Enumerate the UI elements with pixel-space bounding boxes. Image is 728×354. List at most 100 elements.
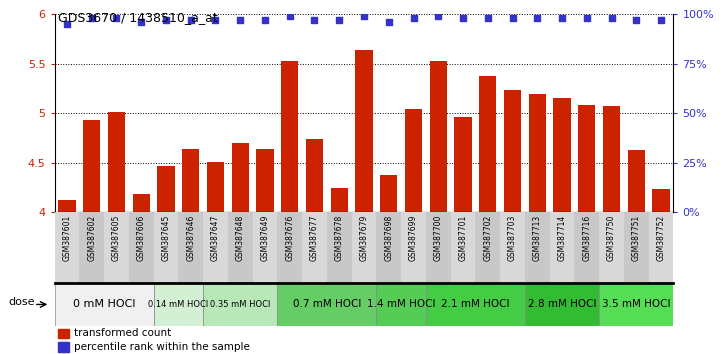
Bar: [104, 212, 129, 283]
Bar: [352, 212, 376, 283]
Bar: [331, 188, 348, 212]
Text: GSM387752: GSM387752: [657, 215, 665, 261]
Bar: [327, 212, 352, 283]
Point: [655, 17, 667, 23]
Text: GSM387677: GSM387677: [310, 215, 319, 261]
Point: [432, 13, 444, 19]
Bar: [578, 105, 596, 212]
Bar: [228, 212, 253, 283]
Bar: [157, 166, 175, 212]
Bar: [376, 283, 426, 326]
Text: GSM387646: GSM387646: [186, 215, 195, 261]
Bar: [628, 150, 645, 212]
Bar: [376, 212, 401, 283]
Point: [234, 17, 246, 23]
Text: 0 mM HOCl: 0 mM HOCl: [73, 299, 135, 309]
Bar: [380, 175, 397, 212]
Bar: [281, 61, 298, 212]
Point: [482, 15, 494, 21]
Bar: [451, 212, 475, 283]
Point: [457, 15, 469, 21]
Bar: [207, 162, 224, 212]
Point: [333, 17, 345, 23]
Bar: [355, 50, 373, 212]
Bar: [55, 283, 154, 326]
Text: GSM387700: GSM387700: [434, 215, 443, 261]
Point: [160, 17, 172, 23]
Bar: [277, 212, 302, 283]
Bar: [203, 212, 228, 283]
Point: [606, 15, 617, 21]
Text: 3.5 mM HOCl: 3.5 mM HOCl: [602, 299, 670, 309]
Bar: [430, 61, 447, 212]
Bar: [232, 143, 249, 212]
Text: 0.14 mM HOCl: 0.14 mM HOCl: [149, 300, 208, 309]
Point: [309, 17, 320, 23]
Bar: [479, 76, 496, 212]
Point: [210, 17, 221, 23]
Bar: [652, 189, 670, 212]
Point: [111, 15, 122, 21]
Text: 0.35 mM HOCl: 0.35 mM HOCl: [210, 300, 270, 309]
Text: GSM387703: GSM387703: [508, 215, 517, 261]
Bar: [649, 212, 673, 283]
Text: 2.8 mM HOCl: 2.8 mM HOCl: [528, 299, 596, 309]
Bar: [55, 212, 79, 283]
Text: GSM387699: GSM387699: [409, 215, 418, 261]
Text: GSM387645: GSM387645: [162, 215, 170, 261]
Bar: [306, 139, 323, 212]
Point: [383, 19, 395, 25]
Text: GSM387750: GSM387750: [607, 215, 616, 261]
Bar: [79, 212, 104, 283]
Bar: [58, 200, 76, 212]
Bar: [401, 212, 426, 283]
Text: GSM387713: GSM387713: [533, 215, 542, 261]
Point: [185, 17, 197, 23]
Bar: [58, 329, 69, 338]
Point: [531, 15, 543, 21]
Text: 2.1 mM HOCl: 2.1 mM HOCl: [441, 299, 510, 309]
Text: GSM387678: GSM387678: [335, 215, 344, 261]
Bar: [553, 98, 571, 212]
Bar: [599, 212, 624, 283]
Bar: [108, 112, 125, 212]
Bar: [302, 212, 327, 283]
Text: percentile rank within the sample: percentile rank within the sample: [74, 342, 250, 352]
Point: [259, 17, 271, 23]
Text: GSM387679: GSM387679: [360, 215, 368, 261]
Point: [581, 15, 593, 21]
Bar: [178, 212, 203, 283]
Bar: [599, 283, 673, 326]
Text: GSM387648: GSM387648: [236, 215, 245, 261]
Bar: [253, 212, 277, 283]
Point: [630, 17, 642, 23]
Bar: [475, 212, 500, 283]
Point: [284, 13, 296, 19]
Bar: [454, 117, 472, 212]
Bar: [154, 212, 178, 283]
Bar: [277, 283, 376, 326]
Text: GSM387649: GSM387649: [261, 215, 269, 261]
Text: 0.7 mM HOCl: 0.7 mM HOCl: [293, 299, 361, 309]
Bar: [603, 106, 620, 212]
Bar: [83, 120, 100, 212]
Text: GSM387751: GSM387751: [632, 215, 641, 261]
Text: GSM387601: GSM387601: [63, 215, 71, 261]
Bar: [529, 95, 546, 212]
Bar: [405, 109, 422, 212]
Bar: [154, 283, 203, 326]
Text: dose: dose: [8, 297, 35, 307]
Text: GSM387606: GSM387606: [137, 215, 146, 261]
Bar: [525, 212, 550, 283]
Text: GDS3670 / 1438510_a_at: GDS3670 / 1438510_a_at: [58, 11, 218, 24]
Bar: [504, 91, 521, 212]
Bar: [550, 212, 574, 283]
Point: [507, 15, 518, 21]
Text: GSM387602: GSM387602: [87, 215, 96, 261]
Text: GSM387647: GSM387647: [211, 215, 220, 261]
Point: [86, 15, 98, 21]
Bar: [525, 283, 599, 326]
Text: GSM387605: GSM387605: [112, 215, 121, 261]
Bar: [574, 212, 599, 283]
Bar: [624, 212, 649, 283]
